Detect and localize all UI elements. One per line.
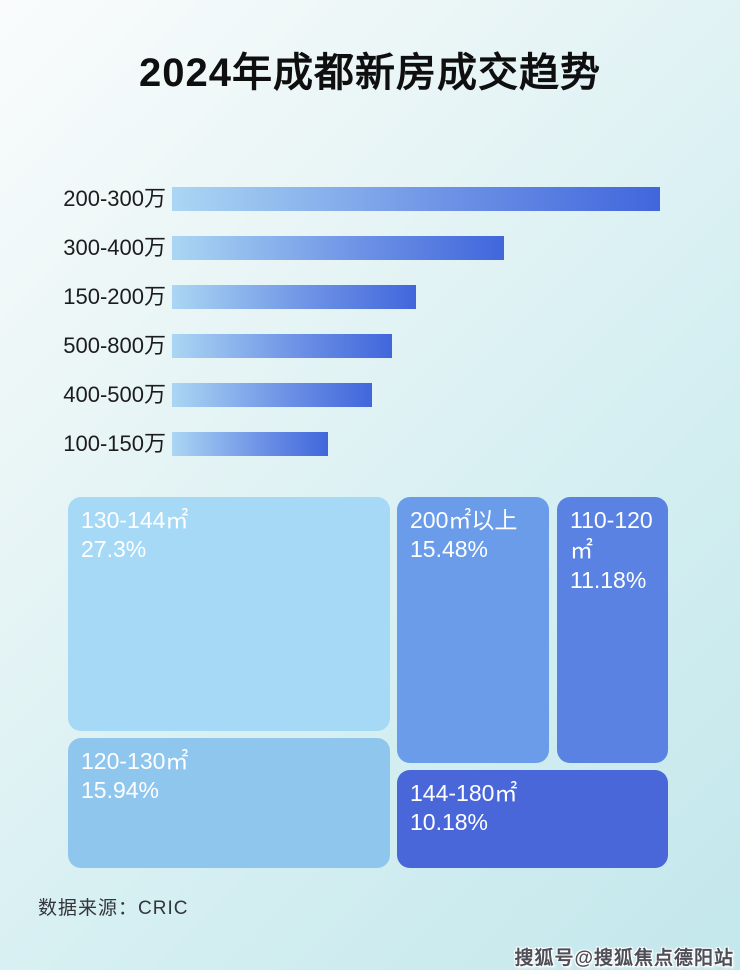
bar-row: 200-300万: [0, 187, 740, 211]
data-source-label: 数据来源：CRIC: [38, 898, 189, 919]
treemap-box-percentage: 11.18%: [570, 566, 647, 593]
treemap-box-percentage: 10.18%: [410, 809, 489, 836]
treemap-box: 144-180㎡ 10.18%: [397, 770, 668, 868]
treemap-box-label: 200㎡以上: [410, 507, 518, 533]
bar: [172, 236, 504, 260]
treemap-box-percentage: 27.3%: [81, 536, 147, 563]
treemap-box: 200㎡以上 15.48%: [397, 497, 549, 763]
bar: [172, 334, 392, 358]
treemap-box-label: 110-120㎡: [570, 507, 653, 564]
price-range-bar-chart: 200-300万 300-400万 150-200万 500-800万 400-500万…: [0, 0, 740, 470]
page-title: 2024年成都新房成交趋势: [139, 51, 601, 95]
bar-row: 100-150万: [0, 432, 740, 456]
treemap-box-label: 144-180㎡: [410, 780, 518, 806]
treemap-box: 130-144㎡ 27.3%: [68, 497, 390, 731]
bar-category-label: 100-150万: [63, 431, 166, 456]
treemap-box-label: 130-144㎡: [81, 507, 189, 533]
bar-row: 400-500万: [0, 383, 740, 407]
bar-category-label: 200-300万: [63, 186, 166, 211]
bar-row: 300-400万: [0, 236, 740, 260]
treemap-box: 110-120㎡ 11.18%: [557, 497, 668, 763]
bar: [172, 285, 416, 309]
treemap-box: 120-130㎡ 15.94%: [68, 738, 390, 868]
bar-category-label: 300-400万: [63, 235, 166, 260]
treemap-box-percentage: 15.94%: [81, 777, 160, 804]
bar-category-label: 150-200万: [63, 284, 166, 309]
treemap-box-label: 120-130㎡: [81, 748, 189, 774]
bar: [172, 432, 328, 456]
bar: [172, 383, 372, 407]
bar-category-label: 500-800万: [63, 333, 166, 358]
bar-category-label: 400-500万: [63, 382, 166, 407]
watermark-text: 搜狐号@搜狐焦点德阳站: [514, 948, 734, 969]
bar-row: 150-200万: [0, 285, 740, 309]
treemap-box-percentage: 15.48%: [410, 536, 489, 563]
bar: [172, 187, 660, 211]
bar-row: 500-800万: [0, 334, 740, 358]
